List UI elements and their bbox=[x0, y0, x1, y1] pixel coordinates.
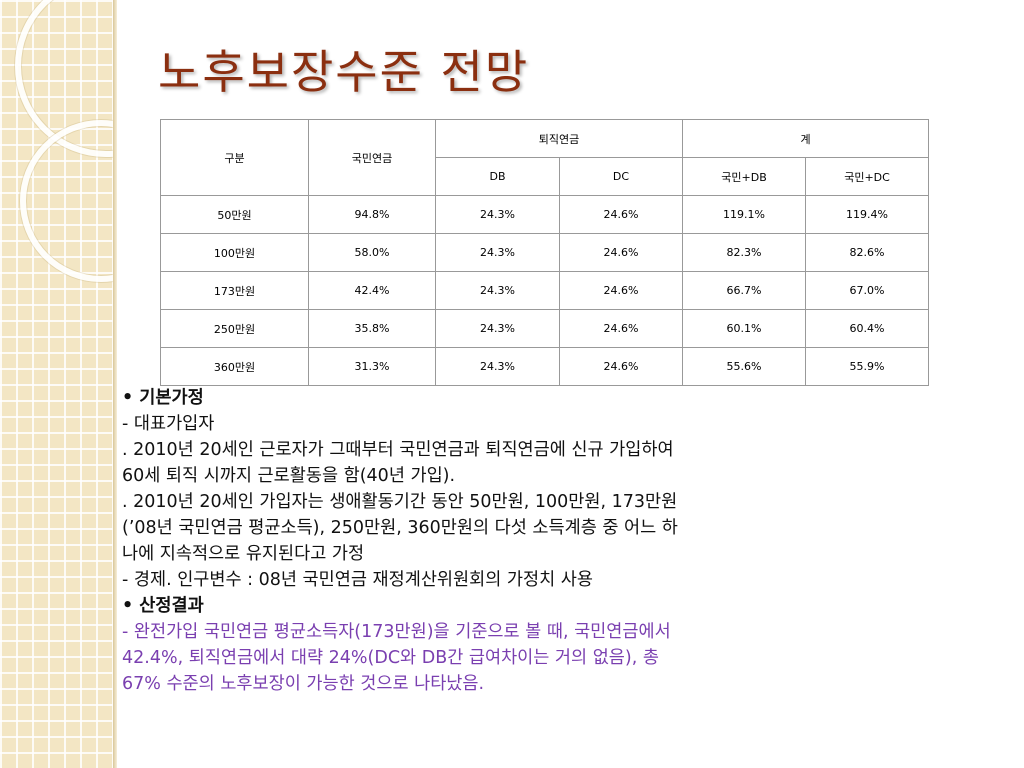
table-cell: 24.6% bbox=[558, 271, 684, 310]
text-line: - 대표가입자 bbox=[122, 414, 215, 434]
table-cell: 60.4% bbox=[805, 309, 930, 348]
table-cell: 58.0% bbox=[308, 233, 436, 272]
pension-table: 구분 국민연금 퇴직연금 계 DB DC 국민+DB 국민+DC 50만원 94… bbox=[160, 119, 930, 386]
result-line: 67% 수준의 노후보장이 가능한 것으로 나타났음. bbox=[122, 674, 485, 694]
header-national-pension: 국민연금 bbox=[308, 119, 436, 196]
table-cell: 24.3% bbox=[435, 233, 560, 272]
table-cell: 66.7% bbox=[682, 271, 807, 310]
body-text: • 기본가정 - 대표가입자 . 2010년 20세인 근로자가 그때부터 국민… bbox=[122, 385, 992, 697]
table-cell: 119.4% bbox=[805, 195, 930, 234]
table-cell: 24.3% bbox=[435, 309, 560, 348]
text-line: 60세 퇴직 시까지 근로활동을 함(40년 가입). bbox=[122, 466, 456, 486]
slide-title: 노후보장수준 전망 bbox=[158, 45, 530, 99]
table-row: 360만원 31.3% 24.3% 24.6% 55.6% 55.9% bbox=[160, 347, 930, 386]
section-heading-results: • 산정결과 bbox=[122, 596, 204, 616]
text-line: 나에 지속적으로 유지된다고 가정 bbox=[122, 544, 365, 564]
table-cell: 31.3% bbox=[308, 347, 436, 386]
table-cell: 24.3% bbox=[435, 271, 560, 310]
table-cell: 42.4% bbox=[308, 271, 436, 310]
table-cell: 24.6% bbox=[558, 195, 684, 234]
text-line: . 2010년 20세인 가입자는 생애활동기간 동안 50만원, 100만원,… bbox=[122, 492, 678, 512]
table-cell: 50만원 bbox=[160, 195, 309, 234]
table-row: 50만원 94.8% 24.3% 24.6% 119.1% 119.4% bbox=[160, 195, 930, 234]
table-cell: 100만원 bbox=[160, 233, 309, 272]
table-header-row: 구분 국민연금 퇴직연금 계 bbox=[160, 119, 930, 196]
table-cell: 82.6% bbox=[805, 233, 930, 272]
table-cell: 24.3% bbox=[435, 195, 560, 234]
header-total: 계 bbox=[682, 119, 930, 158]
header-db: DB bbox=[435, 157, 560, 196]
text-line: (’08년 국민연금 평균소득), 250만원, 360만원의 다섯 소득계층 … bbox=[122, 518, 678, 538]
table-cell: 24.3% bbox=[435, 347, 560, 386]
table-cell: 24.6% bbox=[558, 233, 684, 272]
table-cell: 55.9% bbox=[805, 347, 930, 386]
sidebar-edge bbox=[113, 0, 117, 768]
table-cell: 67.0% bbox=[805, 271, 930, 310]
table-cell: 24.6% bbox=[558, 309, 684, 348]
section-heading-assumptions: • 기본가정 bbox=[122, 388, 204, 408]
table-cell: 60.1% bbox=[682, 309, 807, 348]
header-retirement-pension: 퇴직연금 bbox=[434, 119, 684, 158]
table-cell: 24.6% bbox=[558, 347, 684, 386]
header-category: 구분 bbox=[160, 119, 309, 196]
header-national-dc: 국민+DC bbox=[805, 157, 930, 196]
table-cell: 250만원 bbox=[160, 309, 309, 348]
header-national-db: 국민+DB bbox=[682, 157, 807, 196]
text-line: . 2010년 20세인 근로자가 그때부터 국민연금과 퇴직연금에 신규 가입… bbox=[122, 440, 674, 460]
result-line: - 완전가입 국민연금 평균소득자(173만원)을 기준으로 볼 때, 국민연금… bbox=[122, 622, 671, 642]
table-row: 250만원 35.8% 24.3% 24.6% 60.1% 60.4% bbox=[160, 309, 930, 348]
table-cell: 360만원 bbox=[160, 347, 309, 386]
table-cell: 55.6% bbox=[682, 347, 807, 386]
table-cell: 119.1% bbox=[682, 195, 807, 234]
decorative-ring bbox=[20, 120, 113, 282]
table-cell: 94.8% bbox=[308, 195, 436, 234]
result-line: 42.4%, 퇴직연금에서 대략 24%(DC와 DB간 급여차이는 거의 없음… bbox=[122, 648, 659, 668]
table-row: 173만원 42.4% 24.3% 24.6% 66.7% 67.0% bbox=[160, 271, 930, 310]
header-dc: DC bbox=[558, 157, 684, 196]
decorative-sidebar bbox=[0, 0, 113, 768]
table-cell: 173만원 bbox=[160, 271, 309, 310]
text-line: - 경제. 인구변수 : 08년 국민연금 재정계산위원회의 가정치 사용 bbox=[122, 570, 593, 590]
table-cell: 82.3% bbox=[682, 233, 807, 272]
table-cell: 35.8% bbox=[308, 309, 436, 348]
table-row: 100만원 58.0% 24.3% 24.6% 82.3% 82.6% bbox=[160, 233, 930, 272]
